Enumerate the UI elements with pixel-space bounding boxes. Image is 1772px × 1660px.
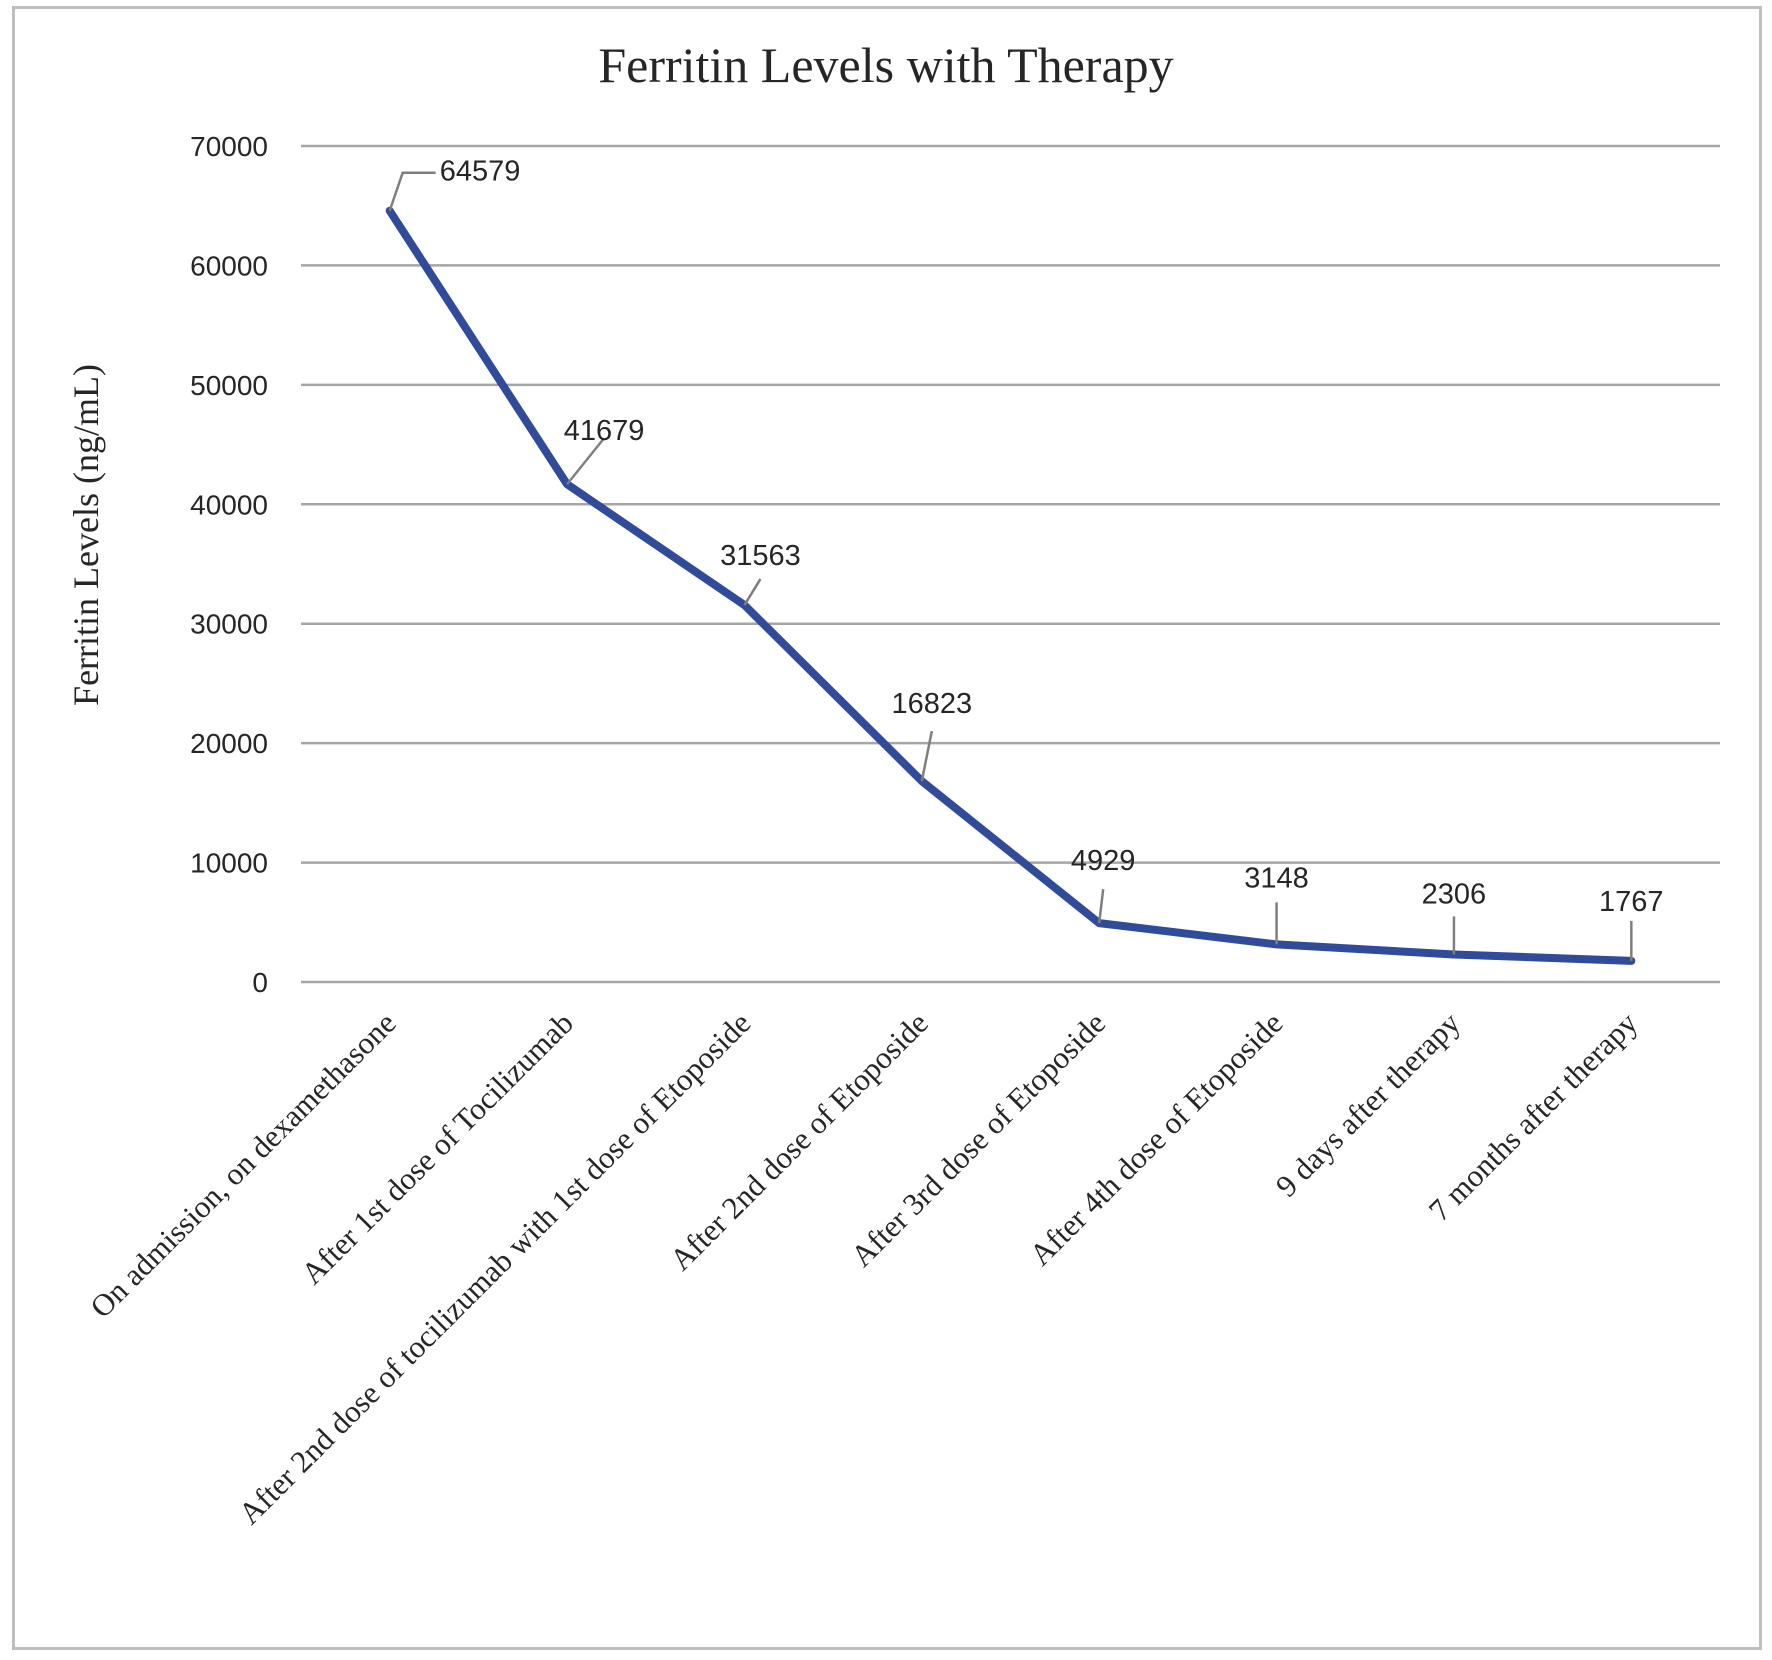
series-layer bbox=[385, 206, 1636, 965]
y-tick-labels: 0 10000 20000 30000 40000 50000 60000 70000 bbox=[190, 131, 268, 998]
data-labels: 64579 41679 31563 16823 4929 3148 2306 1767 bbox=[388, 156, 1664, 961]
y-tick-label: 10000 bbox=[190, 848, 268, 879]
data-label: 2306 bbox=[1422, 878, 1487, 910]
data-label: 3148 bbox=[1244, 862, 1309, 894]
data-label: 16823 bbox=[891, 688, 972, 720]
x-category-label: On admission, on dexamethasone bbox=[83, 1005, 402, 1324]
x-category-label: 9 days after therapy bbox=[1269, 1005, 1468, 1204]
gridlines bbox=[301, 144, 1720, 984]
data-label-leader bbox=[1097, 888, 1105, 924]
series-line bbox=[385, 206, 1636, 965]
chart-frame bbox=[12, 6, 1762, 1650]
data-label: 31563 bbox=[720, 540, 801, 572]
data-label: 41679 bbox=[564, 415, 645, 447]
data-label: 4929 bbox=[1071, 845, 1136, 877]
y-tick-label: 30000 bbox=[190, 609, 268, 640]
data-label: 64579 bbox=[440, 156, 521, 188]
data-label-leader bbox=[743, 578, 762, 606]
data-label-leader bbox=[566, 437, 606, 486]
chart-title: Ferritin Levels with Therapy bbox=[598, 37, 1173, 93]
data-label: 1767 bbox=[1599, 886, 1664, 918]
y-tick-label: 20000 bbox=[190, 728, 268, 759]
y-tick-label: 60000 bbox=[190, 250, 268, 281]
data-label-leader bbox=[920, 730, 934, 782]
data-label-leader bbox=[388, 171, 436, 212]
y-axis-label: Ferritin Levels (ng/mL) bbox=[66, 364, 106, 706]
y-tick-label: 50000 bbox=[190, 370, 268, 401]
y-tick-label: 0 bbox=[252, 967, 268, 998]
y-tick-label: 40000 bbox=[190, 489, 268, 520]
y-tick-label: 70000 bbox=[190, 131, 268, 162]
